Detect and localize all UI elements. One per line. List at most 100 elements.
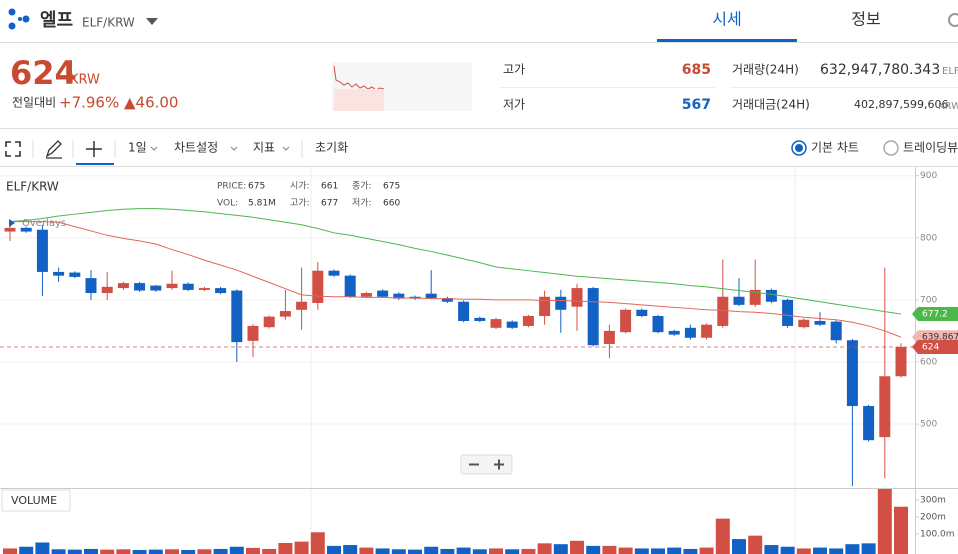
candle-body (53, 271, 65, 276)
volume-bar (472, 549, 487, 554)
candle-body (36, 229, 48, 272)
volume-bar (229, 546, 244, 554)
info-label: 종가: (352, 181, 372, 192)
volume-bar (343, 545, 358, 554)
chevron (230, 146, 238, 151)
candle-body (652, 316, 664, 333)
candle-body (668, 330, 680, 335)
candle-body (247, 325, 259, 341)
candle-body (846, 340, 858, 407)
settings-icon[interactable] (948, 13, 958, 27)
radio-selected[interactable] (791, 140, 807, 156)
volume-bar (213, 548, 228, 554)
candle-body (474, 317, 486, 321)
candle-body (20, 227, 32, 232)
interval[interactable]: 1일 (128, 141, 147, 155)
info-label: PRICE: (217, 182, 246, 192)
candle-body (506, 321, 518, 328)
volume-bar (84, 548, 98, 554)
candle-body (782, 299, 794, 326)
amount-label: 거래대금(24H) (732, 98, 810, 112)
volume-bar (246, 547, 260, 554)
moving-average (10, 221, 902, 338)
zoom-controls (460, 454, 513, 475)
candle-body (4, 227, 16, 232)
overlay-toggle[interactable] (9, 219, 15, 227)
volume-bar (553, 544, 568, 554)
overlays-label[interactable]: Overlays (22, 218, 66, 229)
candle-body (279, 311, 291, 317)
volume-bar (651, 548, 665, 554)
info-label: 시가: (290, 181, 310, 192)
candle-body (620, 309, 632, 333)
volume-bar (845, 544, 860, 554)
coin-pair[interactable]: ELF/KRW (82, 16, 135, 30)
candle-body (603, 330, 615, 344)
chart-title: ELF/KRW (6, 180, 59, 194)
candle-body (490, 319, 502, 328)
radio[interactable] (883, 140, 899, 156)
price-tag (912, 307, 958, 322)
candle-body (879, 376, 891, 438)
menu-item[interactable]: 지표 (253, 141, 275, 155)
candle-body (182, 283, 194, 290)
price-tag-label: 677.2 (922, 310, 948, 320)
volume-bar (100, 549, 115, 554)
zoom-in[interactable] (494, 459, 504, 470)
draw-icon[interactable] (45, 140, 62, 159)
volume-bar (148, 549, 163, 554)
fullscreen-icon[interactable] (5, 141, 21, 157)
info-value: 677 (321, 199, 338, 209)
info-value: 5.81M (248, 199, 276, 209)
volume-bar (764, 545, 779, 554)
radio-label[interactable]: 기본 차트 (811, 141, 859, 155)
tab-active[interactable]: 시세 (712, 10, 741, 29)
volume-bar (375, 548, 390, 554)
candle-body (895, 347, 907, 377)
volume-bar (894, 506, 908, 554)
candle-body (814, 320, 826, 325)
tab[interactable]: 정보 (851, 10, 880, 29)
volume-bar (132, 549, 147, 554)
radio-label[interactable]: 트레이딩뷰 (903, 141, 958, 155)
volume-bar (359, 547, 374, 554)
candle-body (328, 270, 340, 276)
candle-body (69, 272, 81, 277)
volume-bar (813, 547, 827, 554)
volume-bar (521, 548, 536, 554)
volume-bar (796, 548, 811, 554)
volume-bar (861, 543, 876, 554)
info-value: 661 (321, 182, 338, 192)
menu-item[interactable]: 차트설정 (174, 141, 218, 155)
menu-item[interactable]: 초기화 (315, 141, 348, 155)
volume-bar (3, 548, 17, 554)
candle-body (344, 275, 356, 297)
volume-bar (602, 545, 617, 554)
price-tag-label: 639.867 (922, 333, 958, 343)
candle-body (85, 278, 97, 294)
price-tag (912, 340, 958, 355)
candle-body (798, 319, 810, 328)
change-label: 전일대비 (12, 96, 56, 110)
radio-dot (795, 144, 803, 152)
crosshair-icon[interactable] (86, 141, 102, 157)
chevron (150, 146, 158, 151)
volume-bar (51, 549, 66, 554)
y-tick-label: 900 (920, 171, 937, 181)
volume-value: 632,947,780.343 (820, 62, 940, 78)
candle-body (441, 298, 453, 302)
high-label: 고가 (503, 63, 525, 77)
candle-body (101, 286, 113, 294)
volume-bar (327, 545, 341, 554)
candle-body (749, 289, 761, 305)
dropdown-arrow[interactable] (146, 18, 158, 25)
volume-bar (634, 548, 649, 554)
volume-pane (3, 488, 908, 554)
volume-bar (877, 488, 892, 554)
y-tick-label: 600 (920, 357, 937, 367)
low-value: 567 (682, 97, 711, 113)
tool-underline (76, 163, 114, 165)
volume-bar (489, 548, 503, 554)
candle-body (215, 288, 227, 294)
